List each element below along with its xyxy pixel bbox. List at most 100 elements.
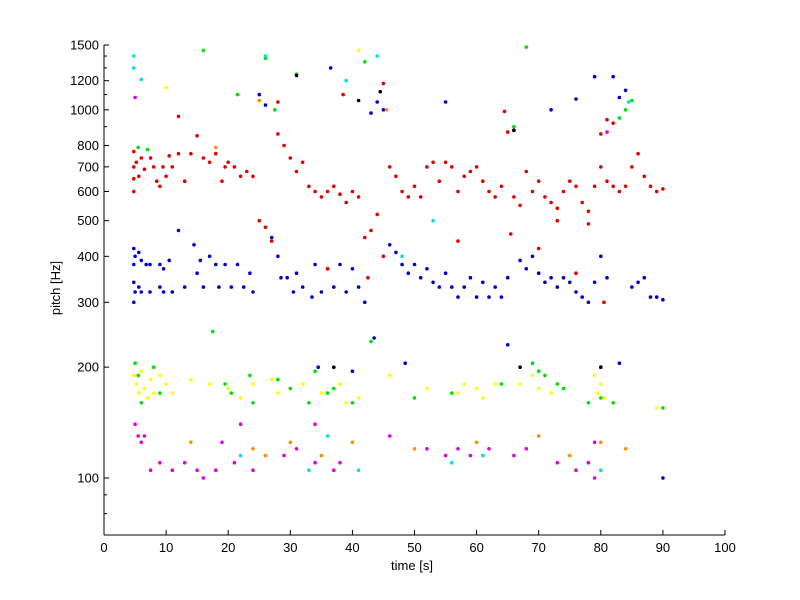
- data-point: [207, 160, 212, 165]
- data-point: [481, 179, 485, 183]
- data-point: [148, 156, 153, 160]
- data-point: [350, 440, 355, 445]
- data-point: [623, 184, 628, 189]
- data-point: [512, 128, 516, 133]
- data-point: [338, 382, 342, 386]
- data-point: [257, 218, 262, 223]
- data-point: [248, 373, 252, 378]
- data-point: [132, 165, 136, 169]
- data-point: [307, 184, 311, 189]
- data-point: [313, 422, 317, 427]
- data-point: [223, 382, 227, 386]
- x-axis-label: time [s]: [391, 558, 433, 573]
- data-point: [201, 476, 206, 480]
- data-point: [158, 373, 162, 378]
- data-point: [241, 285, 246, 289]
- y-tick-label: 100: [77, 470, 99, 485]
- data-point: [132, 66, 136, 70]
- data-point: [223, 262, 227, 267]
- data-point: [319, 453, 324, 458]
- data-point: [332, 184, 336, 189]
- data-point: [294, 447, 299, 451]
- data-point: [145, 147, 150, 152]
- data-point: [155, 179, 159, 183]
- data-point: [195, 468, 199, 473]
- data-point: [592, 440, 597, 445]
- data-point: [269, 377, 274, 382]
- data-point: [313, 189, 317, 194]
- data-point: [372, 336, 376, 340]
- data-point: [443, 160, 448, 165]
- y-tick-label: 1200: [70, 73, 99, 88]
- data-point: [418, 275, 423, 280]
- data-point: [257, 92, 262, 97]
- data-point: [412, 447, 417, 451]
- data-point: [276, 100, 280, 104]
- data-point: [251, 174, 255, 179]
- data-point: [338, 460, 342, 465]
- data-points: [132, 45, 665, 480]
- data-point: [387, 165, 392, 169]
- data-point: [493, 285, 498, 289]
- data-point: [462, 285, 467, 289]
- data-point: [307, 401, 311, 405]
- x-tick-label: 80: [594, 540, 608, 555]
- data-point: [238, 174, 243, 179]
- data-point: [518, 203, 522, 208]
- data-point: [134, 382, 139, 386]
- data-point: [378, 89, 383, 94]
- data-point: [487, 189, 491, 194]
- data-point: [136, 434, 140, 438]
- data-point: [568, 453, 572, 458]
- data-point: [132, 54, 136, 58]
- data-point: [599, 382, 603, 386]
- data-point: [443, 453, 448, 458]
- data-point: [164, 85, 168, 90]
- data-point: [425, 165, 429, 169]
- data-point: [198, 258, 203, 263]
- data-point: [474, 295, 479, 299]
- data-point: [285, 275, 290, 280]
- data-point: [201, 285, 206, 289]
- axes: 0 10 20 30 40 50 60 70 80 90 100 100 200 300 400 500 600…: [70, 38, 736, 556]
- data-point: [555, 206, 560, 211]
- data-point: [611, 401, 615, 405]
- data-point: [300, 285, 305, 289]
- data-point: [642, 275, 647, 280]
- data-point: [654, 295, 659, 299]
- data-point: [418, 195, 423, 199]
- data-point: [182, 460, 187, 465]
- data-point: [623, 88, 628, 93]
- data-point: [350, 267, 355, 271]
- data-point: [182, 285, 187, 289]
- data-point: [574, 97, 578, 101]
- data-point: [412, 396, 417, 400]
- data-point: [443, 100, 448, 104]
- data-point: [574, 271, 578, 276]
- data-point: [630, 165, 634, 169]
- data-point: [344, 401, 349, 405]
- data-point: [132, 189, 136, 194]
- data-point: [276, 254, 280, 259]
- data-point: [648, 295, 653, 299]
- data-point: [170, 165, 175, 169]
- data-point: [487, 295, 491, 299]
- data-point: [151, 391, 156, 395]
- data-point: [356, 396, 361, 400]
- y-tick-label: 800: [77, 138, 99, 153]
- data-point: [319, 290, 324, 294]
- data-point: [148, 377, 153, 382]
- data-point: [474, 165, 479, 169]
- data-point: [356, 98, 361, 103]
- data-point: [530, 373, 535, 378]
- data-point: [170, 290, 175, 294]
- data-point: [170, 391, 175, 395]
- data-point: [232, 460, 237, 465]
- data-point: [192, 243, 196, 247]
- data-point: [350, 369, 355, 374]
- data-point: [574, 184, 578, 189]
- data-point: [512, 124, 516, 129]
- data-point: [586, 222, 591, 226]
- data-point: [133, 290, 137, 294]
- data-point: [512, 195, 516, 199]
